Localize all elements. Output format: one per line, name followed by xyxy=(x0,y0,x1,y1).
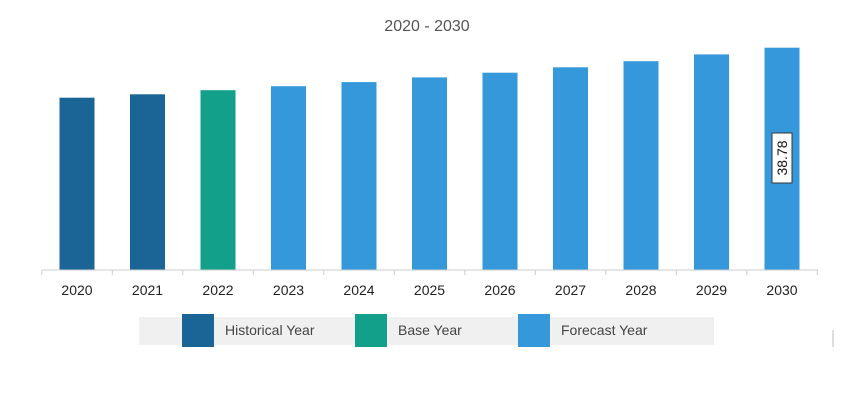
x-tick-label-2026: 2026 xyxy=(484,282,515,298)
x-tick-label-2024: 2024 xyxy=(343,282,374,298)
bar-2020 xyxy=(59,97,95,270)
data-label-2030: 38.78 xyxy=(771,132,793,184)
x-tick-label-2023: 2023 xyxy=(273,282,304,298)
bar-2024 xyxy=(341,82,377,270)
legend-swatch-base xyxy=(355,314,387,347)
x-tick-label-2022: 2022 xyxy=(202,282,233,298)
legend-swatch-historical xyxy=(182,314,214,347)
bar-2023 xyxy=(271,86,306,270)
bars-group xyxy=(59,47,800,271)
legend-label-forecast: Forecast Year xyxy=(561,322,648,338)
x-tick-label-2028: 2028 xyxy=(625,282,656,298)
legend-swatch-forecast xyxy=(518,314,550,347)
bar-2021 xyxy=(130,94,165,270)
bar-2027 xyxy=(553,67,588,270)
x-tick-label-2025: 2025 xyxy=(414,282,445,298)
bar-2028 xyxy=(623,61,659,271)
chart-title: 2020 - 2030 xyxy=(384,18,470,35)
data-label-text: 38.78 xyxy=(774,140,790,175)
legend-label-base: Base Year xyxy=(398,322,462,338)
legend: Historical Year Base Year Forecast Year xyxy=(139,314,714,347)
legend-label-historical: Historical Year xyxy=(225,322,315,338)
bar-2026 xyxy=(482,72,518,270)
bar-2022 xyxy=(200,90,236,270)
data-labels-group: 38.78 xyxy=(771,132,793,184)
x-ticks-group: 2020 2021 2022 2023 2024 2025 2026 2027 2028 2029… xyxy=(41,270,818,298)
bar-2029 xyxy=(694,54,729,271)
x-tick-label-2021: 2021 xyxy=(132,282,163,298)
x-tick-label-2020: 2020 xyxy=(61,282,92,298)
bar-2025 xyxy=(412,77,447,271)
x-tick-label-2029: 2029 xyxy=(696,282,727,298)
x-tick-label-2027: 2027 xyxy=(555,282,586,298)
data-label-box xyxy=(771,132,793,184)
legend-background xyxy=(139,317,714,345)
x-tick-label-2030: 2030 xyxy=(766,282,797,298)
